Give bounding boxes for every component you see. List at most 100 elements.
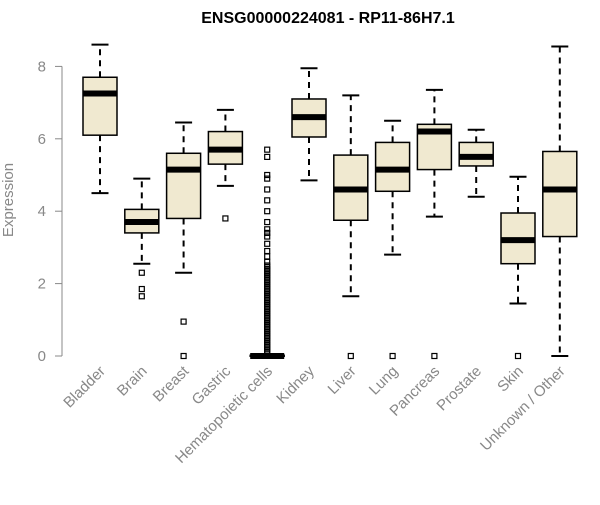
- x-tick-label: Kidney: [273, 362, 318, 407]
- outlier-point: [264, 347, 271, 354]
- outlier-point: [264, 316, 271, 323]
- outlier-point: [264, 322, 271, 329]
- outlier-point: [264, 318, 271, 325]
- iqr-box: [82, 76, 118, 136]
- outlier-point: [264, 332, 271, 340]
- x-tick-label: Lung: [366, 363, 402, 399]
- outlier-point: [264, 287, 271, 294]
- y-tick-label: 4: [38, 203, 46, 220]
- outlier-point: [180, 352, 187, 360]
- outlier-point: [264, 323, 271, 331]
- x-tick-label: Brain: [114, 363, 151, 400]
- outlier-point: [264, 343, 271, 351]
- box-group: [500, 175, 536, 360]
- outlier-point: [138, 269, 145, 276]
- outlier-point: [514, 352, 522, 360]
- x-tick-label: Prostate: [433, 363, 485, 415]
- outlier-point: [264, 294, 271, 302]
- outlier-point: [264, 285, 271, 293]
- outlier-point: [264, 302, 271, 309]
- outlier-point: [264, 314, 271, 322]
- y-tick-label: 6: [38, 131, 46, 148]
- outlier-point: [264, 218, 271, 226]
- outlier-point: [264, 338, 271, 345]
- outlier-point: [264, 171, 271, 179]
- box-group: [291, 67, 327, 182]
- box-group: [542, 45, 578, 357]
- outlier-point: [264, 289, 271, 296]
- y-axis-label: Expression: [0, 163, 17, 237]
- outlier-point: [264, 334, 271, 341]
- x-tick-label: Breast: [150, 362, 193, 405]
- outlier-point: [264, 264, 271, 271]
- box-group: [207, 108, 244, 222]
- outlier-point: [264, 262, 271, 269]
- outlier-point: [264, 175, 271, 182]
- outlier-point: [222, 215, 229, 222]
- outlier-point: [264, 342, 271, 349]
- outlier-point: [264, 233, 271, 240]
- outlier-point: [264, 253, 271, 260]
- outlier-point: [138, 285, 145, 293]
- outlier-point: [264, 293, 271, 300]
- outlier-point: [264, 304, 271, 311]
- y-tick-label: 2: [38, 276, 46, 293]
- outlier-point: [264, 320, 271, 327]
- outlier-point: [347, 352, 354, 360]
- box-group: [416, 88, 453, 360]
- box-series: [82, 43, 578, 360]
- outlier-point: [264, 325, 271, 332]
- x-tick-label: Skin: [494, 363, 527, 396]
- outlier-point: [264, 300, 271, 307]
- outlier-point: [264, 276, 271, 284]
- box-group: [458, 128, 494, 198]
- y-axis: 0 2 4 6 8: [38, 58, 63, 365]
- outlier-point: [264, 336, 271, 343]
- outlier-point: [264, 258, 271, 265]
- outlier-point: [264, 208, 271, 215]
- outlier-point: [264, 197, 271, 204]
- outlier-point: [264, 298, 271, 305]
- outlier-point: [264, 280, 271, 287]
- outlier-point: [431, 352, 438, 360]
- outlier-point: [264, 229, 271, 237]
- box-group: [82, 43, 118, 195]
- outlier-point: [264, 273, 271, 280]
- outlier-point: [264, 329, 271, 336]
- outlier-point: [264, 345, 271, 352]
- y-tick-label: 0: [38, 348, 46, 365]
- outlier-point: [264, 331, 271, 338]
- outlier-point: [264, 275, 271, 282]
- outlier-point: [264, 278, 271, 285]
- outlier-point: [264, 313, 271, 320]
- outlier-point: [264, 284, 271, 291]
- outlier-point: [264, 309, 271, 316]
- outlier-point: [264, 269, 271, 276]
- outlier-point: [264, 327, 271, 334]
- outlier-point: [389, 352, 396, 360]
- x-tick-label: Bladder: [60, 363, 109, 412]
- outlier-point: [264, 146, 271, 153]
- outlier-point: [264, 296, 271, 303]
- outlier-point: [264, 311, 271, 318]
- outlier-point: [264, 186, 271, 193]
- outlier-point: [264, 153, 271, 160]
- box-group: [165, 121, 202, 360]
- outlier-point: [264, 282, 271, 289]
- chart-title: ENSG00000224081 - RP11-86H7.1: [201, 10, 455, 27]
- outlier-point: [264, 247, 271, 255]
- y-tick-label: 8: [38, 58, 46, 75]
- iqr-box: [542, 150, 578, 238]
- box-group: [124, 177, 160, 300]
- box-group: [374, 119, 411, 360]
- outlier-point: [264, 305, 271, 313]
- outlier-point: [264, 340, 271, 347]
- outlier-point: [264, 266, 271, 273]
- box-group: [249, 146, 285, 359]
- outlier-point: [264, 291, 271, 298]
- outlier-point: [264, 349, 271, 356]
- outlier-point: [180, 318, 187, 325]
